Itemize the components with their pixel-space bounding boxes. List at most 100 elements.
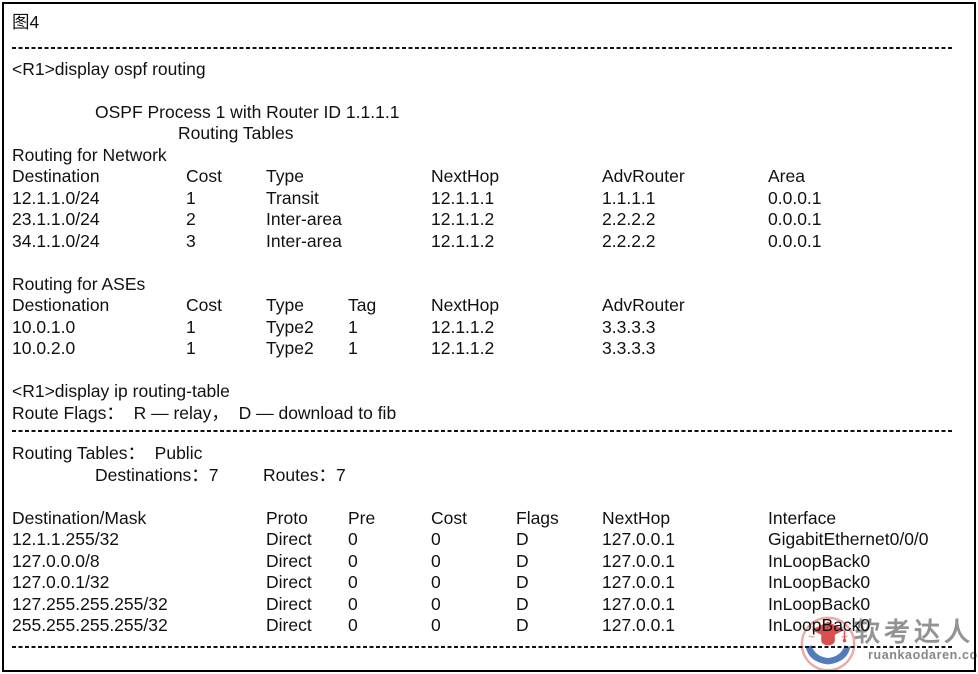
section-title-routing-for-network: Routing for Network [12, 144, 167, 165]
table-cell: 0 [431, 529, 441, 549]
table-cell: 127.0.0.1/32 [12, 572, 110, 592]
blank-line [0, 486, 978, 508]
header-destination-mask: Destination/Mask [12, 507, 147, 528]
figure-label: 图4 [12, 12, 40, 32]
header-type: Type [266, 166, 304, 186]
table-cell: Direct [266, 550, 312, 571]
routes-count: Routes：7 [263, 464, 346, 485]
table-cell: 0 [348, 593, 358, 614]
blank-line [0, 360, 978, 382]
table-cell: Type2 [266, 316, 314, 337]
header-interface: Interface [768, 507, 837, 528]
table-cell: InLoopBack0 [768, 593, 871, 614]
blank-line [0, 252, 978, 274]
table-cell: 2 [186, 209, 196, 229]
header-type: Type [266, 295, 304, 315]
table-cell: 127.0.0.1 [602, 572, 675, 592]
table-cell: 0 [348, 529, 358, 549]
table-cell: 127.0.0.1 [602, 550, 675, 571]
network-table-row: 34.1.1.0/24 3 Inter-area 12.1.1.2 2.2.2.… [0, 231, 978, 253]
table-cell: 2.2.2.2 [602, 230, 656, 251]
table-cell: InLoopBack0 [768, 550, 871, 571]
table-cell: 12.1.1.255/32 [12, 529, 120, 549]
watermark-site-url: ruankaodaren.com [868, 648, 978, 662]
table-cell: Inter-area [266, 230, 342, 251]
table-cell: 3.3.3.3 [602, 316, 656, 337]
table-cell: D [516, 615, 529, 635]
table-cell: D [516, 529, 529, 549]
command-line: <R1>display ip routing-table [0, 381, 978, 403]
route-flags-line: Route Flags： R — relay， D — download to … [0, 403, 978, 425]
network-table-row: 12.1.1.0/24 1 Transit 12.1.1.1 1.1.1.1 0… [0, 188, 978, 210]
table-cell: 255.255.255.255/32 [12, 615, 168, 635]
table-cell: 0.0.0.1 [768, 209, 822, 229]
table-cell: 0 [431, 550, 441, 571]
header-nexthop: NextHop [431, 295, 500, 315]
table-cell: 1 [186, 338, 196, 358]
table-cell: 12.1.1.2 [431, 316, 495, 337]
table-cell: 0 [348, 550, 358, 571]
table-cell: 127.0.0.1 [602, 615, 675, 635]
table-cell: 127.0.0.1 [602, 529, 675, 549]
ases-table-row: 10.0.2.0 1 Type2 1 12.1.1.2 3.3.3.3 [0, 338, 978, 360]
table-cell: Direct [266, 572, 312, 592]
table-cell: 0 [348, 615, 358, 635]
table-cell: 127.0.0.1 [602, 593, 675, 614]
table-cell: 10.0.1.0 [12, 316, 76, 337]
header-nexthop: NextHop [431, 166, 500, 186]
ases-table-row: 10.0.1.0 1 Type2 1 12.1.1.2 3.3.3.3 [0, 317, 978, 339]
watermark-brand-name: 软考达人 [854, 617, 975, 647]
table-cell: Direct [266, 593, 312, 614]
ip-table-header: Destination/Mask Proto Pre Cost Flags Ne… [0, 508, 978, 530]
routing-tables-title: Routing Tables [178, 123, 294, 143]
separator-line [12, 430, 952, 432]
table-cell: 3 [186, 230, 196, 251]
routing-tables-public-line: Routing Tables： Public [0, 443, 978, 465]
blank-line [0, 80, 978, 102]
header-advrouter: AdvRouter [602, 295, 685, 315]
table-cell: D [516, 550, 529, 571]
ases-section-title-line: Routing for ASEs [0, 274, 978, 296]
command-display-ospf-routing: <R1>display ospf routing [12, 58, 206, 79]
routing-tables-title-line: Routing Tables [0, 123, 978, 145]
table-cell: 1 [348, 338, 358, 358]
ases-table-header: Destionation Cost Type Tag NextHop AdvRo… [0, 295, 978, 317]
table-cell: 0.0.0.1 [768, 230, 822, 251]
table-cell: Transit [266, 187, 319, 208]
header-cost: Cost [186, 295, 222, 315]
table-cell: D [516, 593, 529, 614]
ip-table-row: 127.0.0.1/32 Direct 0 0 D 127.0.0.1 InLo… [0, 572, 978, 594]
network-table-row: 23.1.1.0/24 2 Inter-area 12.1.1.2 2.2.2.… [0, 209, 978, 231]
header-pre: Pre [348, 507, 376, 528]
table-cell: 2.2.2.2 [602, 209, 656, 229]
table-cell: 0 [431, 615, 441, 635]
header-flags: Flags [516, 507, 559, 528]
watermark: 软考达人 ruankaodaren.com [796, 606, 978, 674]
console-output: 图4 <R1>display ospf routing OSPF Process… [0, 12, 978, 648]
route-flags-text: Route Flags： R — relay， D — download to … [12, 402, 397, 423]
table-cell: 1 [186, 187, 196, 208]
header-proto: Proto [266, 507, 308, 528]
header-nexthop: NextHop [602, 507, 671, 528]
routing-tables-public-label: Routing Tables： Public [12, 443, 203, 463]
section-title-routing-for-ases: Routing for ASEs [12, 273, 146, 294]
table-cell: Inter-area [266, 209, 342, 229]
ip-table-row: 255.255.255.255/32 Direct 0 0 D 127.0.0.… [0, 615, 978, 637]
table-cell: GigabitEthernet0/0/0 [768, 529, 929, 549]
table-cell: 34.1.1.0/24 [12, 230, 100, 251]
figure-label-line: 图4 [0, 12, 978, 34]
separator-line [12, 645, 952, 648]
network-table-header: Destination Cost Type NextHop AdvRouter … [0, 166, 978, 188]
table-cell: 1 [348, 316, 358, 337]
separator-line [12, 46, 952, 49]
table-cell: 1.1.1.1 [602, 187, 656, 208]
ospf-process-title: OSPF Process 1 with Router ID 1.1.1.1 [95, 101, 400, 122]
destinations-count: Destinations：7 [95, 464, 219, 485]
header-advrouter: AdvRouter [602, 166, 685, 186]
header-destination: Destination [12, 166, 100, 186]
network-section-title-line: Routing for Network [0, 145, 978, 167]
header-destination: Destionation [12, 295, 110, 315]
table-cell: 23.1.1.0/24 [12, 209, 100, 229]
table-cell: 12.1.1.0/24 [12, 187, 100, 208]
